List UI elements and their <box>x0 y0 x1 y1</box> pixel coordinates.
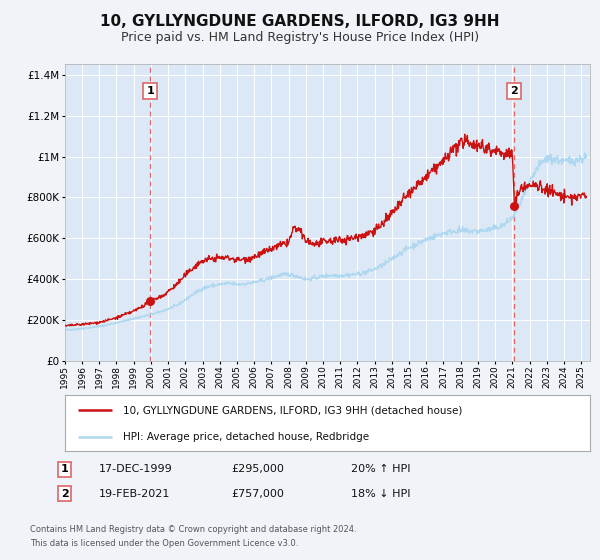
Text: 18% ↓ HPI: 18% ↓ HPI <box>351 489 410 499</box>
Text: Contains HM Land Registry data © Crown copyright and database right 2024.: Contains HM Land Registry data © Crown c… <box>30 525 356 534</box>
Text: 10, GYLLYNGDUNE GARDENS, ILFORD, IG3 9HH (detached house): 10, GYLLYNGDUNE GARDENS, ILFORD, IG3 9HH… <box>122 405 462 416</box>
Text: HPI: Average price, detached house, Redbridge: HPI: Average price, detached house, Redb… <box>122 432 368 442</box>
Point <box>509 202 519 211</box>
Text: 2: 2 <box>511 86 518 96</box>
Text: 10, GYLLYNGDUNE GARDENS, ILFORD, IG3 9HH: 10, GYLLYNGDUNE GARDENS, ILFORD, IG3 9HH <box>100 14 500 29</box>
Text: 17-DEC-1999: 17-DEC-1999 <box>99 464 173 474</box>
Text: 20% ↑ HPI: 20% ↑ HPI <box>351 464 410 474</box>
Text: Price paid vs. HM Land Registry's House Price Index (HPI): Price paid vs. HM Land Registry's House … <box>121 31 479 44</box>
Text: This data is licensed under the Open Government Licence v3.0.: This data is licensed under the Open Gov… <box>30 539 298 548</box>
Text: 19-FEB-2021: 19-FEB-2021 <box>99 489 170 499</box>
Text: 2: 2 <box>61 489 68 499</box>
Point <box>145 296 155 305</box>
Text: 1: 1 <box>146 86 154 96</box>
Text: £295,000: £295,000 <box>231 464 284 474</box>
Text: £757,000: £757,000 <box>231 489 284 499</box>
Text: 1: 1 <box>61 464 68 474</box>
